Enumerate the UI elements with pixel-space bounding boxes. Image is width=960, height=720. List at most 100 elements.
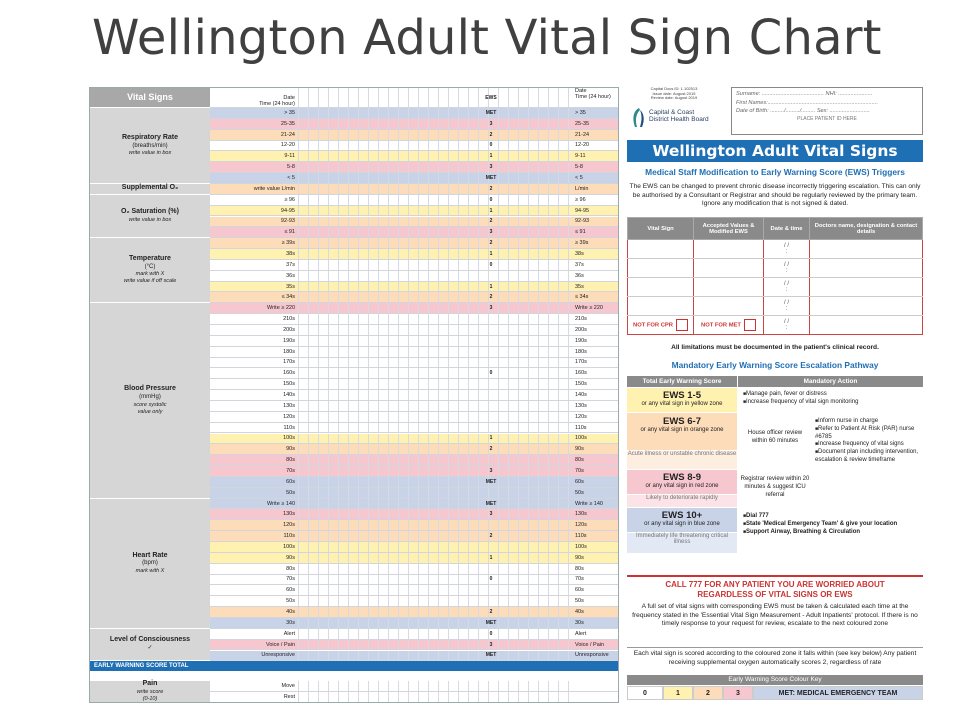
- blood-pressure-row[interactable]: 90s 2 90s: [210, 444, 618, 456]
- supplemental-o2-row[interactable]: write value L/min 2 L/min: [210, 183, 618, 195]
- heart-rate-row[interactable]: 60s 60s: [210, 585, 618, 597]
- heart-rate-row[interactable]: 30s MET 30s: [210, 617, 618, 629]
- grid-cells[interactable]: [298, 162, 572, 173]
- temperature-row[interactable]: 38s 1 38s: [210, 249, 618, 260]
- grid-cells[interactable]: [298, 227, 572, 238]
- grid-cells[interactable]: [298, 466, 572, 476]
- grid-cells[interactable]: [298, 628, 572, 639]
- heart-rate-row[interactable]: 110s 2 110s: [210, 531, 618, 542]
- grid-cells[interactable]: [298, 205, 572, 216]
- grid-cells[interactable]: [298, 173, 572, 183]
- respiratory-row[interactable]: < 5 MET < 5: [210, 173, 618, 184]
- grid-cells[interactable]: [298, 433, 572, 444]
- date-cells[interactable]: [298, 88, 572, 107]
- temperature-row[interactable]: 35s 1 35s: [210, 281, 618, 293]
- grid-cells[interactable]: [298, 194, 572, 205]
- respiratory-row[interactable]: > 35 MET > 35: [210, 108, 618, 119]
- bp-write-row[interactable]: Write ≥ 220 3 Write ≥ 220: [210, 303, 618, 315]
- blood-pressure-row[interactable]: 190s 190s: [210, 335, 618, 347]
- o2-saturation-row[interactable]: ≤ 91 3 ≤ 91: [210, 227, 618, 239]
- respiratory-row[interactable]: 12-20 0 12-20: [210, 140, 618, 152]
- grid-cells[interactable]: [298, 270, 572, 281]
- grid-cells[interactable]: [298, 444, 572, 455]
- heart-rate-row[interactable]: 50s 50s: [210, 596, 618, 608]
- grid-cells[interactable]: [298, 476, 572, 487]
- blood-pressure-row[interactable]: 170s 170s: [210, 357, 618, 369]
- patient-id-box[interactable]: Surname: ...............................…: [731, 87, 923, 135]
- blood-pressure-row[interactable]: 80s 80s: [210, 455, 618, 467]
- respiratory-row[interactable]: 25-35 3 25-35: [210, 118, 618, 130]
- grid-cells[interactable]: [298, 357, 572, 368]
- grid-cells[interactable]: [298, 259, 572, 270]
- grid-cells[interactable]: [298, 140, 572, 151]
- temperature-row[interactable]: 36s 36s: [210, 270, 618, 282]
- grid-cells[interactable]: [298, 346, 572, 357]
- mod-row[interactable]: / /:: [627, 258, 923, 278]
- blood-pressure-row[interactable]: 50s 50s: [210, 487, 618, 499]
- grid-cells[interactable]: [298, 596, 572, 607]
- grid-cells[interactable]: [298, 574, 572, 585]
- grid-cells[interactable]: [298, 531, 572, 541]
- grid-cells[interactable]: [298, 455, 572, 466]
- grid-cells[interactable]: [298, 249, 572, 259]
- temperature-row[interactable]: 37s 0 37s: [210, 259, 618, 271]
- consciousness-row[interactable]: Unresponsive MET Unresponsive: [210, 650, 618, 662]
- grid-cells[interactable]: [298, 151, 572, 162]
- blood-pressure-row[interactable]: 70s 3 70s: [210, 466, 618, 477]
- grid-cells[interactable]: [298, 368, 572, 379]
- grid-cells[interactable]: [298, 108, 572, 118]
- consciousness-row[interactable]: Alert 0 Alert: [210, 628, 618, 640]
- grid-cells[interactable]: [298, 325, 572, 335]
- grid-cells[interactable]: [298, 129, 572, 140]
- mod-row[interactable]: / /:: [627, 296, 923, 316]
- grid-cells[interactable]: [298, 238, 572, 249]
- grid-cells[interactable]: [298, 281, 572, 292]
- blood-pressure-row[interactable]: 130s 130s: [210, 400, 618, 412]
- pain-row[interactable]: Rest: [210, 692, 618, 702]
- grid-cells[interactable]: [298, 681, 572, 692]
- grid-cells[interactable]: [298, 617, 572, 628]
- not-for-met-checkbox[interactable]: [743, 319, 756, 331]
- respiratory-row[interactable]: 9-11 1 9-11: [210, 151, 618, 163]
- grid-cells[interactable]: [298, 335, 572, 346]
- pain-row[interactable]: Move: [210, 681, 618, 693]
- grid-cells[interactable]: [298, 379, 572, 390]
- grid-cells[interactable]: [298, 498, 572, 509]
- grid-cells[interactable]: [298, 509, 572, 520]
- grid-cells[interactable]: [298, 216, 572, 227]
- temperature-row[interactable]: ≤ 34s 2 ≤ 34s: [210, 292, 618, 304]
- heart-rate-row[interactable]: 130s 3 130s: [210, 509, 618, 521]
- blood-pressure-row[interactable]: 160s 0 160s: [210, 368, 618, 380]
- hr-write-row[interactable]: Write ≥ 140 MET Write ≥ 140: [210, 498, 618, 510]
- grid-cells[interactable]: [298, 692, 572, 702]
- heart-rate-row[interactable]: 120s 120s: [210, 520, 618, 532]
- heart-rate-row[interactable]: 40s 2 40s: [210, 607, 618, 618]
- blood-pressure-row[interactable]: 110s 110s: [210, 422, 618, 434]
- blood-pressure-row[interactable]: 200s 200s: [210, 325, 618, 336]
- blood-pressure-row[interactable]: 60s MET 60s: [210, 476, 618, 488]
- grid-cells[interactable]: [298, 520, 572, 531]
- temperature-row[interactable]: ≥ 39s 2 ≥ 39s: [210, 238, 618, 250]
- grid-cells[interactable]: [298, 585, 572, 596]
- grid-cells[interactable]: [298, 118, 572, 129]
- blood-pressure-row[interactable]: 150s 150s: [210, 379, 618, 391]
- heart-rate-row[interactable]: 70s 0 70s: [210, 574, 618, 586]
- grid-cells[interactable]: [298, 552, 572, 563]
- grid-cells[interactable]: [298, 183, 572, 194]
- heart-rate-row[interactable]: 80s 80s: [210, 563, 618, 575]
- grid-cells[interactable]: [298, 314, 572, 324]
- o2-saturation-row[interactable]: ≥ 96 0 ≥ 96: [210, 194, 618, 206]
- grid-cells[interactable]: [298, 422, 572, 433]
- grid-cells[interactable]: [298, 400, 572, 411]
- grid-cells[interactable]: [298, 487, 572, 498]
- respiratory-row[interactable]: 21-24 2 21-24: [210, 129, 618, 141]
- blood-pressure-row[interactable]: 120s 120s: [210, 411, 618, 423]
- heart-rate-row[interactable]: 100s 100s: [210, 542, 618, 553]
- blood-pressure-row[interactable]: 100s 1 100s: [210, 433, 618, 445]
- blood-pressure-row[interactable]: 180s 180s: [210, 346, 618, 358]
- grid-cells[interactable]: [298, 607, 572, 617]
- grid-cells[interactable]: [298, 542, 572, 552]
- grid-cells[interactable]: [298, 639, 572, 650]
- not-for-cpr-checkbox[interactable]: [675, 319, 688, 331]
- respiratory-row[interactable]: 5-8 3 5-8: [210, 162, 618, 174]
